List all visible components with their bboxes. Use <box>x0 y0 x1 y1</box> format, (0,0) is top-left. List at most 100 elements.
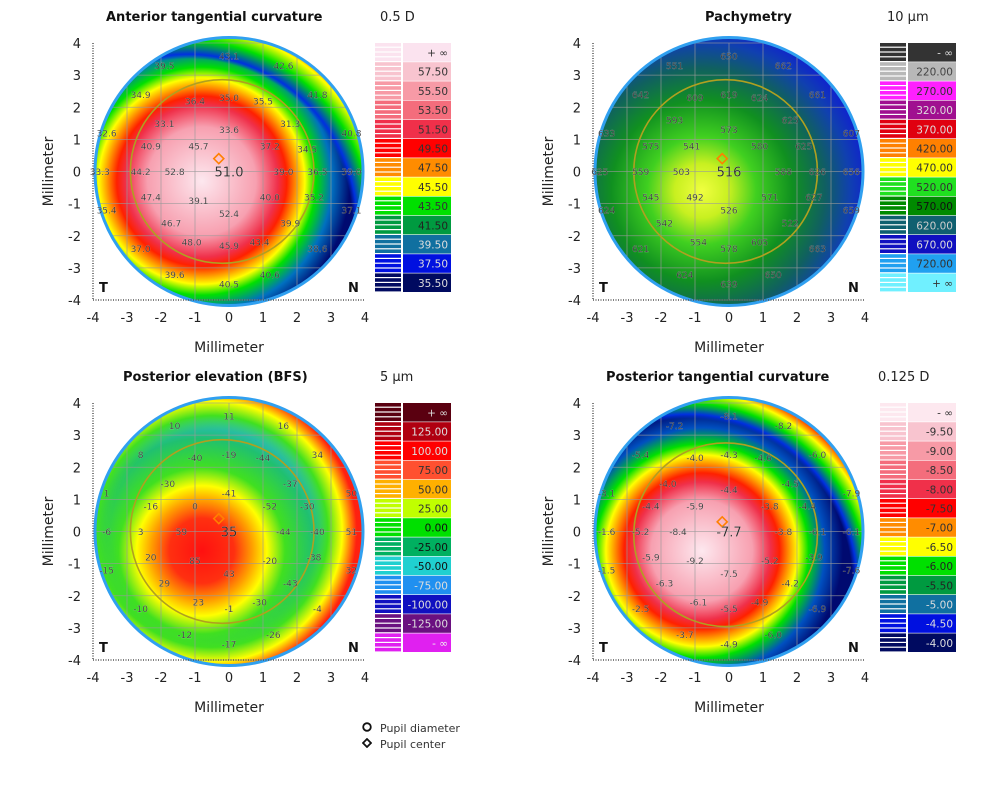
map-value-label: 626 <box>809 168 826 178</box>
map-value-label: 35 <box>221 526 238 541</box>
scale-label: -6.50 <box>926 542 953 554</box>
map-boundary <box>593 36 865 307</box>
scale-swatch <box>403 479 451 499</box>
map-value-label: 33.6 <box>219 126 239 136</box>
scale-stripe <box>880 273 906 277</box>
scale-stripe <box>375 143 401 148</box>
scale-stripe <box>375 249 401 253</box>
scale-stripe <box>880 115 906 119</box>
scale-label: 0.00 <box>425 523 448 535</box>
map-value-label: -6.1 <box>843 528 861 538</box>
map-value-label: 663 <box>809 245 826 255</box>
map-value-label: -6.0 <box>809 451 827 461</box>
scale-stripe <box>375 633 401 637</box>
scale-stripe <box>375 643 401 647</box>
scale-label: -7.50 <box>926 504 953 516</box>
map-value-label: -4.6 <box>754 454 772 464</box>
map-value-label: 580 <box>751 142 768 152</box>
scale-stripe <box>880 278 906 282</box>
scale-stripe <box>375 220 401 225</box>
scale-stripe <box>375 129 401 133</box>
scale-stripe <box>880 47 906 52</box>
scale-label: 620.00 <box>916 220 953 232</box>
x-tick-label: 3 <box>827 311 835 326</box>
map-svg: -8.1 -7.2 -8.2 -5.4 -4.0 -4.3 -4.6 -6.0 -4.0 -4.4… <box>541 396 956 716</box>
scale-label: 100.00 <box>411 446 448 458</box>
map-value-label: -6.9 <box>809 605 827 615</box>
map-value-label: 1 <box>104 489 110 499</box>
scale-stripe <box>880 479 906 484</box>
scale-swatch <box>908 479 956 499</box>
map-value-label: -4.3 <box>720 451 738 461</box>
y-tick-label: 2 <box>73 101 81 116</box>
scale-swatch <box>908 441 956 460</box>
scale-swatch <box>403 196 451 216</box>
scale-label: - ∞ <box>937 408 953 420</box>
map-value-label: 605 <box>751 239 768 249</box>
scale-stripe <box>880 105 906 109</box>
scale-stripe <box>880 182 906 186</box>
y-tick-label: -4 <box>68 654 81 669</box>
scale-label: -8.50 <box>926 465 953 477</box>
scale-stripe <box>375 407 401 412</box>
map-value-label: -2.5 <box>632 605 650 615</box>
scale-swatch <box>908 633 956 652</box>
map-value-label: -5.9 <box>686 502 704 512</box>
map-value-label: 43.1 <box>219 52 239 62</box>
map-value-label: 46.7 <box>161 219 181 229</box>
map-value-label: 559 <box>632 168 649 178</box>
scale-stripe <box>880 422 906 426</box>
scale-stripe <box>880 244 906 249</box>
map-value-label: -5.4 <box>632 451 650 461</box>
map-value-label: 10 <box>169 422 181 432</box>
scale-stripe <box>880 95 906 100</box>
map-value-label: -43 <box>283 579 298 589</box>
scale-stripe <box>880 43 906 47</box>
scale-swatch <box>403 139 451 158</box>
scale-label: 57.50 <box>418 67 448 79</box>
map-value-label: 639 <box>720 280 737 290</box>
scale-stripe <box>375 139 401 143</box>
scale-stripe <box>375 595 401 599</box>
scale-stripe <box>880 254 906 258</box>
scale-label: 470.00 <box>916 163 953 175</box>
scale-stripe <box>880 110 906 114</box>
x-tick-label: 3 <box>327 671 335 686</box>
map-value-label: 59 <box>176 528 188 538</box>
scale-stripe <box>880 595 906 599</box>
x-tick-label: -3 <box>621 671 634 686</box>
scale-swatch <box>908 556 956 576</box>
x-axis-label: Millimeter <box>694 340 764 356</box>
scale-stripe <box>375 571 401 575</box>
scale-stripe <box>880 57 906 61</box>
y-tick-label: 3 <box>73 429 81 444</box>
scale-label: -8.00 <box>926 484 953 496</box>
map-value-label: -30 <box>252 599 267 609</box>
panel-title: Posterior tangential curvature <box>606 370 830 385</box>
scale-stripe <box>880 403 906 407</box>
scale-stripe <box>880 412 906 417</box>
map-value-label: -4.2 <box>781 579 799 589</box>
scale-label: 320.00 <box>916 105 953 117</box>
scale-stripe <box>375 551 401 556</box>
y-tick-label: 4 <box>573 37 581 52</box>
scale-stripe <box>880 643 906 647</box>
map-value-label: -40 <box>310 528 325 538</box>
map-value-label: 633 <box>598 129 615 139</box>
scale-stripe <box>375 95 401 100</box>
map-value-label: -19 <box>222 451 237 461</box>
scale-stripe <box>880 503 906 508</box>
step-label: 0.125 D <box>878 370 930 385</box>
scale-swatch <box>403 633 451 652</box>
scale-swatch <box>403 215 451 235</box>
scale-swatch <box>908 460 956 480</box>
scale-stripe <box>880 436 906 441</box>
scale-stripe <box>375 239 401 244</box>
y-tick-label: 4 <box>73 37 81 52</box>
scale-stripe <box>880 143 906 148</box>
pupil-center-marker <box>212 512 225 525</box>
scale-label: 49.50 <box>418 144 448 156</box>
scale-swatch <box>908 403 956 422</box>
scale-swatch <box>403 499 451 518</box>
scale-stripe <box>880 211 906 215</box>
